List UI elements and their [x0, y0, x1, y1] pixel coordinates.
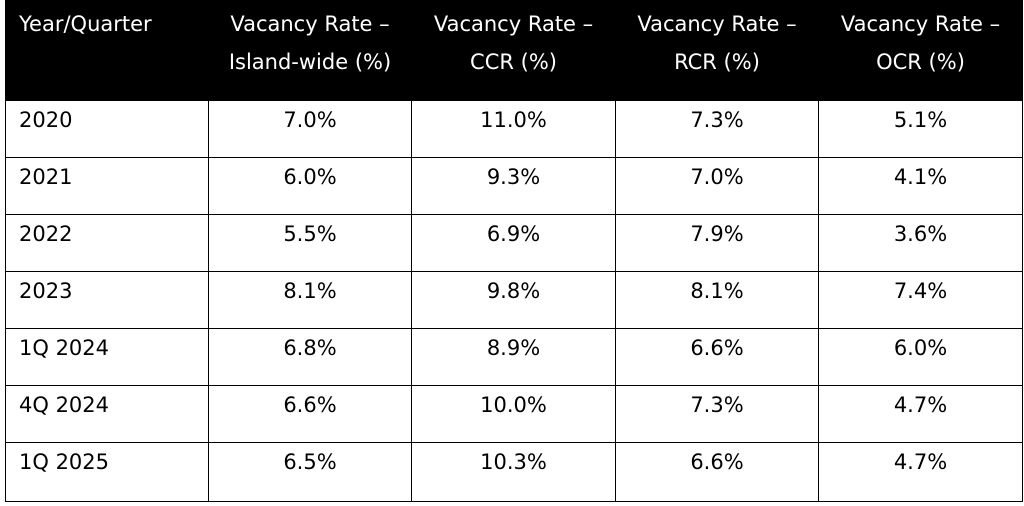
cell-year-quarter: 2023 — [5, 271, 209, 329]
table-header: Year/Quarter Vacancy Rate – Island-wide (%… — [5, 0, 1023, 101]
column-header-line: Year/Quarter — [19, 12, 152, 36]
table-row: 2022 5.5% 6.9% 7.9% 3.6% — [5, 214, 1023, 272]
cell-year-quarter: 1Q 2024 — [5, 328, 209, 386]
cell-rcr: 7.3% — [615, 100, 819, 158]
cell-ocr: 7.4% — [818, 271, 1023, 329]
header-row: Year/Quarter Vacancy Rate – Island-wide (%… — [5, 0, 1023, 101]
cell-rcr: 8.1% — [615, 271, 819, 329]
cell-ocr: 4.1% — [818, 157, 1023, 215]
column-header-label: Vacancy Rate – Island-wide (%) — [215, 1, 405, 81]
cell-ocr: 6.0% — [818, 328, 1023, 386]
cell-island-wide: 8.1% — [208, 271, 412, 329]
column-header-line: Vacancy Rate – — [637, 12, 797, 36]
table-row: 2021 6.0% 9.3% 7.0% 4.1% — [5, 157, 1023, 215]
table-row: 4Q 2024 6.6% 10.0% 7.3% 4.7% — [5, 385, 1023, 443]
cell-ccr: 9.3% — [411, 157, 616, 215]
cell-rcr: 7.9% — [615, 214, 819, 272]
cell-island-wide: 6.0% — [208, 157, 412, 215]
cell-island-wide: 6.8% — [208, 328, 412, 386]
cell-ccr: 10.0% — [411, 385, 616, 443]
vacancy-rate-table: Year/Quarter Vacancy Rate – Island-wide (%… — [5, 0, 1023, 502]
column-header-line: CCR (%) — [470, 50, 557, 74]
column-header-label: Vacancy Rate – CCR (%) — [418, 1, 609, 81]
cell-ocr: 5.1% — [818, 100, 1023, 158]
column-header-label: Vacancy Rate – OCR (%) — [825, 1, 1016, 81]
cell-ccr: 6.9% — [411, 214, 616, 272]
column-header-line: OCR (%) — [876, 50, 965, 74]
cell-rcr: 6.6% — [615, 328, 819, 386]
header-ccr: Vacancy Rate – CCR (%) — [411, 0, 616, 101]
cell-rcr: 7.0% — [615, 157, 819, 215]
cell-ocr: 4.7% — [818, 385, 1023, 443]
cell-rcr: 6.6% — [615, 442, 819, 502]
cell-year-quarter: 4Q 2024 — [5, 385, 209, 443]
header-rcr: Vacancy Rate – RCR (%) — [615, 0, 819, 101]
cell-year-quarter: 2020 — [5, 100, 209, 158]
column-header-line: RCR (%) — [674, 50, 760, 74]
cell-ocr: 3.6% — [818, 214, 1023, 272]
column-header-line: Vacancy Rate – — [840, 12, 1001, 36]
table-body: 2020 7.0% 11.0% 7.3% 5.1% 2021 6.0% 9.3% 7.0% 4.1… — [5, 100, 1023, 502]
cell-ccr: 9.8% — [411, 271, 616, 329]
cell-year-quarter: 1Q 2025 — [5, 442, 209, 502]
cell-ccr: 11.0% — [411, 100, 616, 158]
cell-ccr: 10.3% — [411, 442, 616, 502]
cell-island-wide: 6.6% — [208, 385, 412, 443]
table-row: 1Q 2024 6.8% 8.9% 6.6% 6.0% — [5, 328, 1023, 386]
column-header-label: Year/Quarter — [19, 1, 202, 43]
table-row: 2023 8.1% 9.8% 8.1% 7.4% — [5, 271, 1023, 329]
cell-ccr: 8.9% — [411, 328, 616, 386]
header-island-wide: Vacancy Rate – Island-wide (%) — [208, 0, 412, 101]
column-header-line: Island-wide (%) — [228, 50, 392, 74]
cell-rcr: 7.3% — [615, 385, 819, 443]
table-row: 2020 7.0% 11.0% 7.3% 5.1% — [5, 100, 1023, 158]
table-row: 1Q 2025 6.5% 10.3% 6.6% 4.7% — [5, 442, 1023, 502]
cell-year-quarter: 2021 — [5, 157, 209, 215]
column-header-label: Vacancy Rate – RCR (%) — [622, 1, 812, 81]
cell-island-wide: 7.0% — [208, 100, 412, 158]
cell-island-wide: 5.5% — [208, 214, 412, 272]
cell-year-quarter: 2022 — [5, 214, 209, 272]
header-year-quarter: Year/Quarter — [5, 0, 209, 101]
header-ocr: Vacancy Rate – OCR (%) — [818, 0, 1023, 101]
cell-island-wide: 6.5% — [208, 442, 412, 502]
cell-ocr: 4.7% — [818, 442, 1023, 502]
column-header-line: Vacancy Rate – — [230, 12, 390, 36]
column-header-line: Vacancy Rate – — [433, 12, 594, 36]
